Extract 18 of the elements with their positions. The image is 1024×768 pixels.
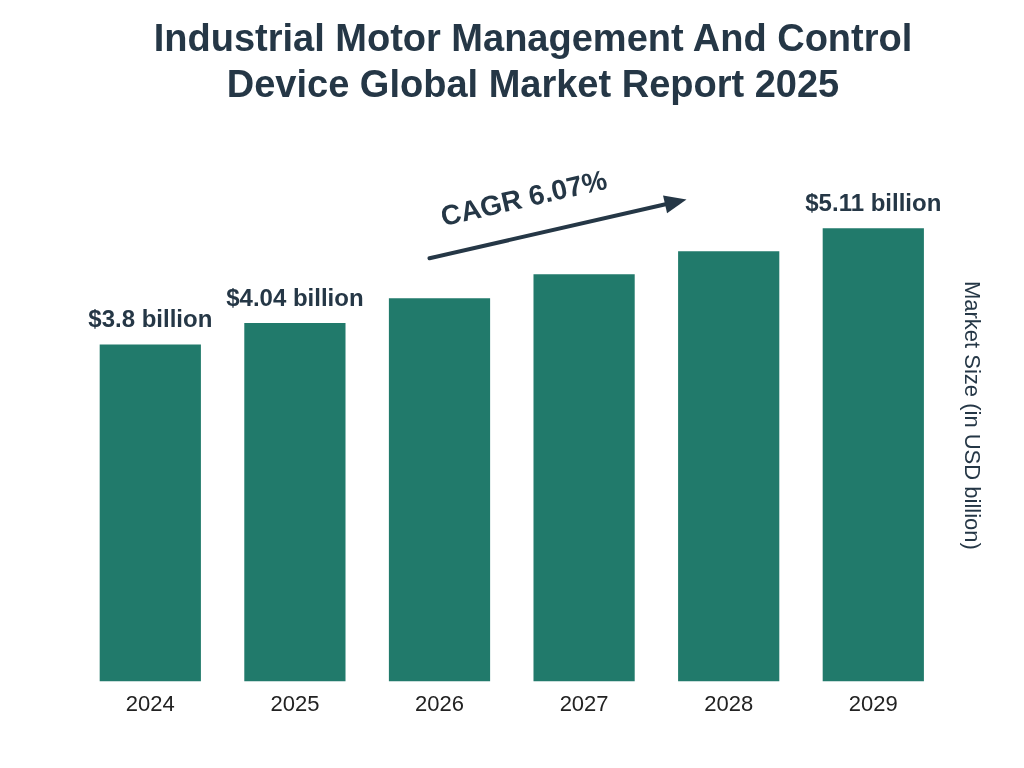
annotation: CAGR 6.07%	[437, 163, 610, 233]
bar	[822, 228, 924, 682]
x-tick-label: 2025	[270, 690, 320, 716]
x-tick-label: 2028	[704, 690, 754, 716]
bar	[678, 251, 780, 682]
x-tick-label: 2024	[125, 690, 175, 716]
x-tick-label: 2026	[415, 690, 464, 716]
bar	[533, 274, 635, 682]
data-label: $4.04 billion	[226, 283, 364, 311]
bar	[388, 298, 491, 682]
chart-title: Industrial Motor Management And Control Device Global Market Report 2025	[153, 17, 913, 105]
data-label: $5.11 billion	[805, 188, 942, 216]
x-tick-label: 2029	[848, 690, 898, 716]
x-tick-label: 2027	[559, 690, 609, 716]
bar	[99, 344, 201, 682]
bar	[244, 323, 346, 682]
y-axis-title: Market Size (in USD billion)	[959, 280, 985, 550]
data-label: $3.8 billion	[88, 305, 213, 333]
